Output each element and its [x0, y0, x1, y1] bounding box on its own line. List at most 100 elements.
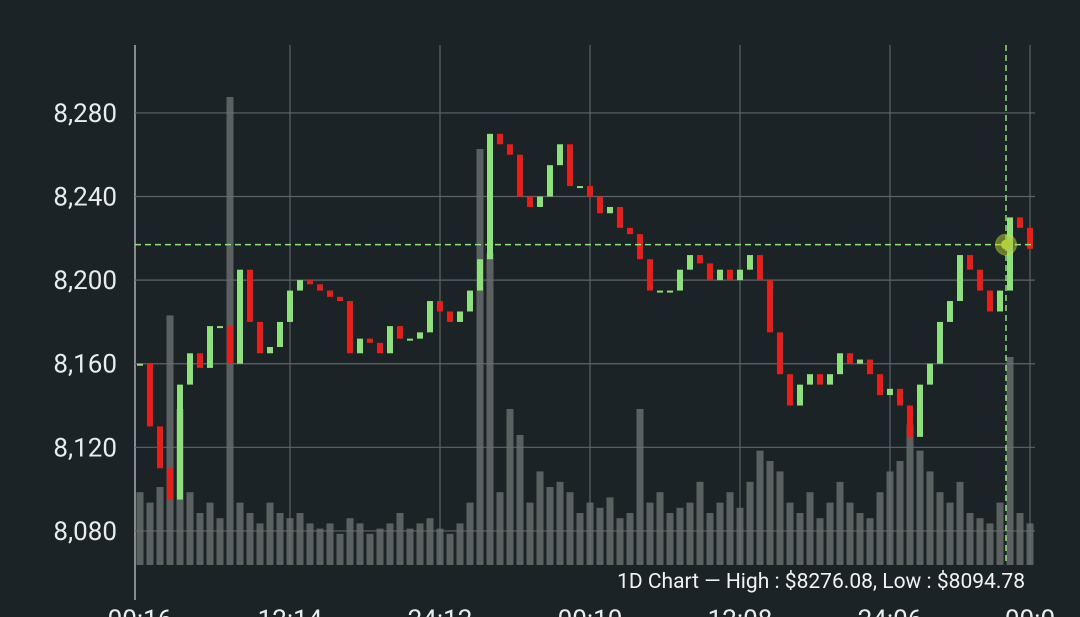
candle [267, 347, 273, 354]
volume-bar [706, 513, 714, 565]
candle [1017, 217, 1023, 228]
candle [717, 269, 723, 281]
volume-bar [516, 435, 524, 565]
volume-bar [826, 502, 834, 565]
volume-bar [196, 513, 204, 565]
candle [927, 363, 933, 385]
candle [367, 338, 373, 343]
volume-bar [286, 518, 294, 565]
y-tick-label: 8,160 [53, 350, 117, 380]
volume-bar [986, 523, 994, 565]
volume-bar [376, 528, 384, 565]
candle [747, 255, 753, 270]
volume-bar [816, 518, 824, 565]
candle [487, 133, 493, 260]
candle [467, 290, 473, 312]
volume-bar [246, 513, 254, 565]
volume-bar [1006, 357, 1014, 565]
candle [457, 311, 463, 322]
volume-bar [406, 528, 414, 565]
candle [737, 269, 743, 281]
volume-bar [256, 523, 264, 565]
volume-bar [426, 518, 434, 565]
y-tick-label: 8,240 [53, 183, 117, 213]
candle [227, 326, 233, 364]
volume-bar [1016, 513, 1024, 565]
candle [837, 353, 843, 375]
volume-bar [646, 502, 654, 565]
volume-bar [616, 518, 624, 565]
candle [237, 269, 243, 364]
crosshair-dot [1001, 239, 1011, 250]
volume-bar [946, 502, 954, 565]
candle [577, 186, 583, 189]
candle [787, 374, 793, 406]
volume-bar [296, 513, 304, 565]
volume-bar [966, 513, 974, 565]
candle [207, 326, 213, 368]
volume-bar [146, 502, 154, 565]
y-tick-label: 8,120 [53, 433, 117, 463]
candle [647, 259, 653, 291]
candle [327, 290, 333, 297]
chart-annotation: 1D Chart — High : $8276.08, Low : $8094.… [617, 570, 1025, 594]
volume-bar [906, 424, 914, 565]
volume-bar [736, 507, 744, 565]
candle [857, 359, 863, 364]
volume-bar [316, 528, 324, 565]
candle [827, 374, 833, 385]
candle [797, 384, 803, 406]
volume-bar [746, 481, 754, 565]
candle [317, 284, 323, 291]
y-tick-label: 8,280 [53, 99, 117, 129]
candle [277, 321, 283, 348]
volume-bar [796, 513, 804, 565]
x-tick-label: 00:10 [558, 605, 623, 617]
x-tick-label: 00:0 [1005, 605, 1055, 617]
volume-bar [656, 492, 664, 565]
candle [257, 321, 263, 354]
candle [907, 405, 913, 437]
volume-bar [136, 492, 144, 565]
volume-bar [456, 523, 464, 565]
x-tick-label: 00:16 [108, 605, 173, 617]
volume-bar [236, 502, 244, 565]
volume-bar [166, 315, 174, 565]
volume-bar [276, 513, 284, 565]
volume-bar [586, 502, 594, 565]
volume-bar [326, 523, 334, 565]
candle [157, 426, 163, 469]
candle [677, 269, 683, 291]
candle [617, 206, 623, 228]
candle [187, 353, 193, 385]
candle [727, 269, 733, 281]
candle [297, 280, 303, 291]
volume-bar [716, 502, 724, 565]
candle [917, 384, 923, 437]
x-tick-label: 24:06 [858, 605, 923, 617]
volume-bar [506, 409, 514, 565]
candle [947, 301, 953, 322]
volume-bar [846, 502, 854, 565]
volume-bar [566, 492, 574, 565]
volume-bar [486, 253, 494, 565]
x-tick-label: 24:12 [408, 605, 473, 617]
volume-bar [776, 471, 784, 565]
candle [437, 301, 443, 312]
candle [877, 374, 883, 396]
candle [987, 290, 993, 312]
candle [997, 290, 1003, 312]
candle [217, 326, 223, 329]
volume-bar [436, 528, 444, 565]
volume-bar [156, 487, 164, 565]
volume-bar [356, 523, 364, 565]
candle [477, 259, 483, 291]
volume-bar [336, 533, 344, 565]
candle [427, 301, 433, 333]
volume-bar [676, 507, 684, 565]
candle [177, 384, 183, 500]
candle [897, 388, 903, 406]
candle [637, 234, 643, 260]
volume-bar [1026, 523, 1034, 565]
volume-bar [976, 518, 984, 565]
